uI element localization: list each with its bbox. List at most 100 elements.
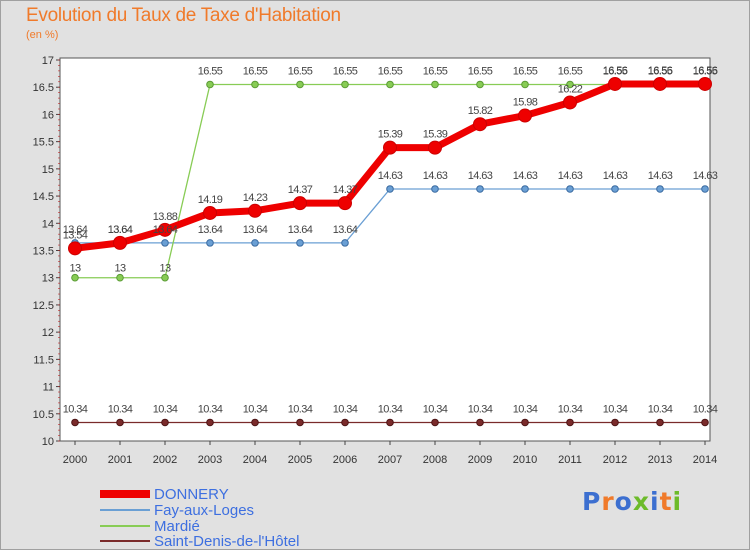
data-label: 10.34 <box>153 403 178 415</box>
y-tick-label: 12.5 <box>33 300 54 312</box>
data-label: 14.37 <box>333 184 358 196</box>
x-tick-label: 2010 <box>513 454 537 466</box>
x-tick-label: 2003 <box>198 454 222 466</box>
x-tick-label: 2012 <box>603 454 627 466</box>
data-point <box>431 418 439 427</box>
data-point <box>476 80 484 89</box>
legend-swatch <box>100 509 150 511</box>
x-tick-label: 2011 <box>558 454 582 466</box>
data-label: 14.63 <box>648 170 673 182</box>
y-tick-label: 12 <box>42 327 54 339</box>
unit-label: (en %) <box>26 29 59 41</box>
legend-swatch <box>100 490 150 498</box>
x-tick-label: 2009 <box>468 454 492 466</box>
data-label: 13 <box>114 263 126 275</box>
data-point <box>566 80 574 89</box>
data-label: 15.39 <box>378 129 403 141</box>
data-point <box>521 80 529 89</box>
data-label: 16.55 <box>603 65 628 77</box>
data-point <box>338 196 352 211</box>
data-point <box>476 185 484 193</box>
data-point <box>701 418 709 427</box>
data-point <box>206 418 214 427</box>
x-tick-label: 2014 <box>693 454 717 466</box>
data-label: 13.64 <box>108 224 133 236</box>
data-label: 13.64 <box>333 224 358 236</box>
data-label: 13.64 <box>153 224 178 236</box>
legend-item: DONNERY <box>100 486 229 503</box>
data-point <box>296 80 304 89</box>
data-point <box>71 273 79 282</box>
data-label: 13.64 <box>243 224 268 236</box>
data-point <box>116 273 124 282</box>
data-label: 13.64 <box>198 224 223 236</box>
data-label: 16.56 <box>603 65 628 77</box>
data-point <box>566 418 574 427</box>
data-label: 13.64 <box>288 224 313 236</box>
legend-label: Mardié <box>154 517 200 535</box>
x-tick-label: 2006 <box>333 454 357 466</box>
legend-label: Saint-Denis-de-l'Hôtel <box>154 532 300 550</box>
data-point <box>248 203 262 218</box>
data-label: 14.37 <box>288 184 313 196</box>
data-point <box>293 196 307 211</box>
data-point <box>431 185 439 193</box>
data-point <box>386 185 394 193</box>
data-label: 14.63 <box>378 170 403 182</box>
data-point <box>518 108 532 123</box>
data-point <box>341 418 349 427</box>
x-tick-label: 2005 <box>288 454 312 466</box>
data-label: 13 <box>69 263 81 275</box>
data-point <box>161 273 169 282</box>
data-label: 10.34 <box>288 403 313 415</box>
data-label: 10.34 <box>423 403 448 415</box>
data-label: 14.63 <box>693 170 718 182</box>
y-tick-label: 17 <box>42 55 54 67</box>
legend-item: Fay-aux-Loges <box>100 502 254 519</box>
legend-swatch <box>100 525 150 527</box>
legend-item: Saint-Denis-de-l'Hôtel <box>100 532 300 550</box>
data-label: 10.34 <box>468 403 493 415</box>
legend-swatch <box>100 540 150 542</box>
y-tick-label: 15 <box>42 164 54 176</box>
data-label: 10.34 <box>333 403 358 415</box>
y-tick-label: 11 <box>43 382 54 394</box>
data-point <box>161 239 169 247</box>
data-point <box>431 80 439 89</box>
data-point <box>296 418 304 427</box>
x-tick-label: 2000 <box>63 454 87 466</box>
data-label: 14.19 <box>198 194 223 206</box>
data-label: 13.64 <box>108 224 133 236</box>
data-label: 10.34 <box>513 403 538 415</box>
data-label: 13.88 <box>153 211 178 223</box>
data-point <box>386 418 394 427</box>
data-label: 16.55 <box>468 65 493 77</box>
data-point <box>341 239 349 247</box>
data-label: 10.34 <box>648 403 673 415</box>
x-tick-label: 2002 <box>153 454 177 466</box>
plot-area <box>59 57 711 442</box>
data-label: 10.34 <box>558 403 583 415</box>
data-point <box>206 80 214 89</box>
data-point <box>386 80 394 89</box>
data-point <box>113 235 127 250</box>
data-point <box>203 205 217 220</box>
data-label: 16.55 <box>198 65 223 77</box>
data-point <box>701 185 709 193</box>
data-label: 15.98 <box>513 97 538 109</box>
data-point <box>68 241 82 256</box>
data-label: 15.82 <box>468 105 493 117</box>
data-label: 16.55 <box>648 65 673 77</box>
data-point <box>611 185 619 193</box>
data-point <box>653 76 667 91</box>
data-label: 16.55 <box>423 65 448 77</box>
data-label: 16.55 <box>333 65 358 77</box>
y-tick-label: 10 <box>42 436 54 448</box>
data-point <box>251 80 259 89</box>
data-point <box>158 222 172 237</box>
data-point <box>296 239 304 247</box>
data-label: 16.55 <box>693 65 718 77</box>
data-point <box>656 185 664 193</box>
data-point <box>116 418 124 427</box>
chart-title: Evolution du Taux de Taxe d'Habitation <box>26 5 341 26</box>
